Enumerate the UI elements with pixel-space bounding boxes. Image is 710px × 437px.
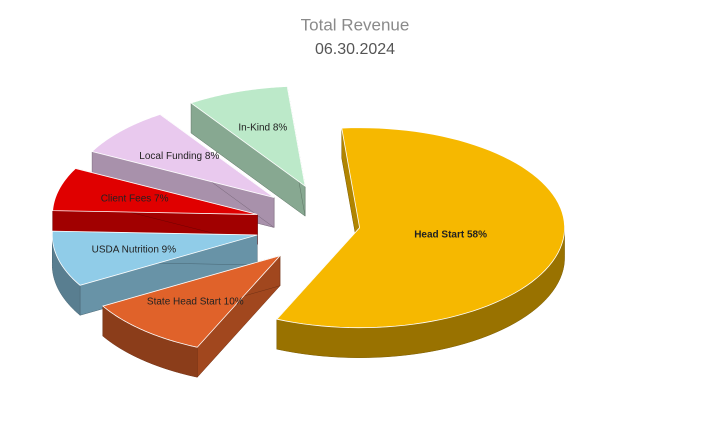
data-label: State Head Start 10% [147,297,244,308]
data-label: In-Kind 8% [238,122,287,133]
slice [91,113,275,198]
data-label: Head Start 58% [414,230,487,241]
slice [190,86,306,188]
slice [276,127,565,329]
slice [52,168,258,215]
chart-subtitle: 06.30.2024 [315,41,395,58]
slice [101,254,282,348]
slice [51,230,258,286]
data-label: USDA Nutrition 9% [92,245,177,256]
data-label: Client Fees 7% [101,193,169,204]
chart-title: Total Revenue [301,15,410,34]
data-label: Local Funding 8% [139,151,219,162]
